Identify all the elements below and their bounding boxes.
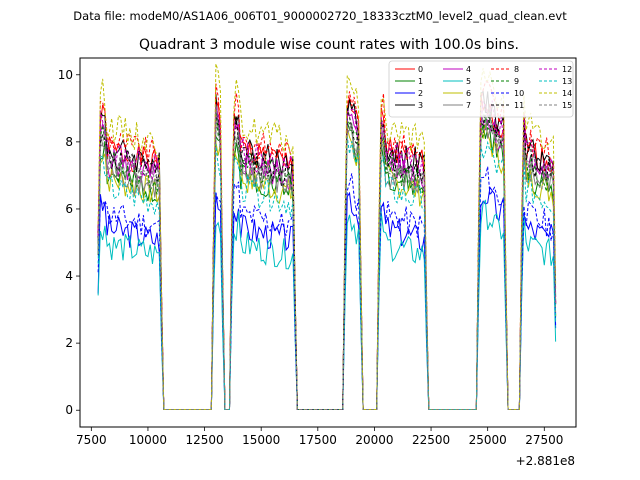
legend-label-1: 1 xyxy=(418,77,423,86)
y-tick-label: 10 xyxy=(58,68,73,82)
legend-label-9: 9 xyxy=(514,77,519,86)
legend-label-12: 12 xyxy=(562,65,572,74)
x-tick-label: 7500 xyxy=(76,433,107,447)
series-line-0 xyxy=(97,94,557,411)
x-tick-label: 12500 xyxy=(185,433,223,447)
legend-label-13: 13 xyxy=(562,77,572,86)
series-line-3 xyxy=(97,90,557,411)
y-tick-label: 8 xyxy=(65,135,73,149)
y-tick-label: 0 xyxy=(65,403,73,417)
legend-label-0: 0 xyxy=(418,65,423,74)
suptitle: Data file: modeM0/AS1A06_006T01_90000027… xyxy=(73,9,567,23)
plot-lines xyxy=(97,63,557,411)
x-tick-label: 17500 xyxy=(299,433,337,447)
x-tick-label: 27500 xyxy=(525,433,563,447)
y-tick-label: 2 xyxy=(65,336,73,350)
series-line-5 xyxy=(97,199,557,411)
legend-label-7: 7 xyxy=(466,101,471,110)
x-axis: 7500 10000 12500 15000 17500 20000 22500 25000 2… xyxy=(76,427,563,447)
series-line-15 xyxy=(97,105,557,411)
series-line-9 xyxy=(97,109,557,411)
chart-title: Quadrant 3 module wise count rates with … xyxy=(139,37,519,53)
x-tick-label: 20000 xyxy=(355,433,393,447)
legend-label-14: 14 xyxy=(562,89,572,98)
series-line-7 xyxy=(97,113,557,411)
legend-label-4: 4 xyxy=(466,65,471,74)
legend-label-11: 11 xyxy=(514,101,524,110)
y-axis: 0 2 4 6 8 10 xyxy=(58,68,80,417)
legend-label-3: 3 xyxy=(418,101,423,110)
legend-label-5: 5 xyxy=(466,77,471,86)
legend-box xyxy=(388,60,574,118)
series-line-1 xyxy=(97,121,557,411)
y-tick-label: 4 xyxy=(65,269,73,283)
series-line-4 xyxy=(97,103,557,411)
x-offset-label: +2.881e8 xyxy=(516,454,575,468)
series-line-13 xyxy=(97,136,557,411)
plot-frame xyxy=(79,57,577,428)
legend-label-10: 10 xyxy=(514,89,524,98)
x-tick-label: 22500 xyxy=(412,433,450,447)
legend-label-2: 2 xyxy=(418,89,423,98)
series-line-11 xyxy=(97,107,557,411)
x-tick-label: 15000 xyxy=(242,433,280,447)
y-tick-label: 6 xyxy=(65,202,73,216)
x-tick-label: 25000 xyxy=(469,433,507,447)
x-tick-label: 10000 xyxy=(129,433,167,447)
series-line-6 xyxy=(97,124,557,411)
legend-label-6: 6 xyxy=(466,89,471,98)
legend-label-15: 15 xyxy=(562,101,572,110)
legend-label-8: 8 xyxy=(514,65,519,74)
